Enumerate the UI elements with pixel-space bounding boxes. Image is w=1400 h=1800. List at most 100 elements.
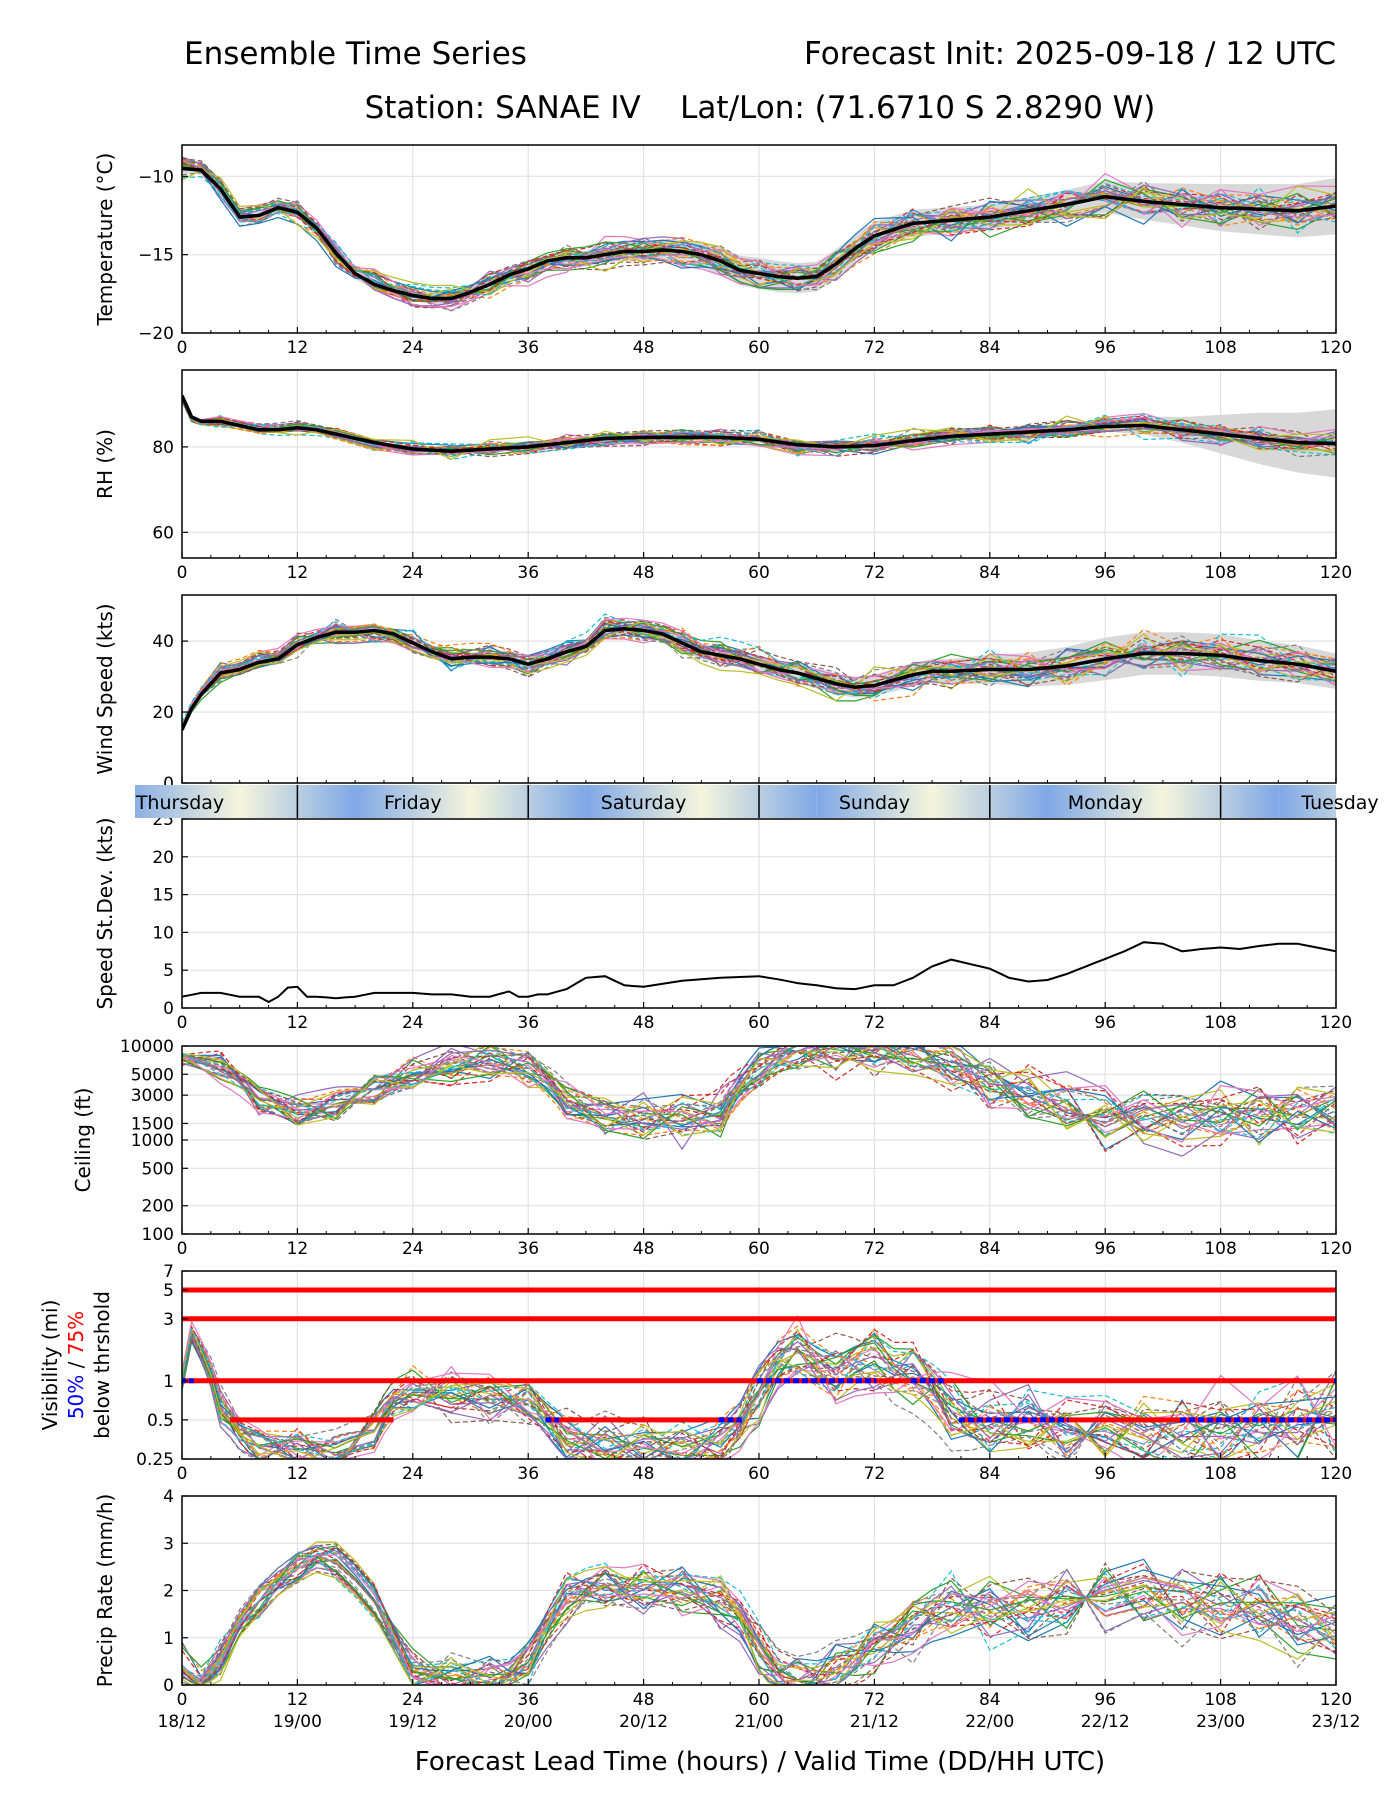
wind-axis-label: Wind Speed (kts) <box>93 603 117 774</box>
x-tick-label: 36 <box>517 1013 539 1033</box>
precip-member-line <box>182 1551 1336 1685</box>
y-tick-label: 0.5 <box>147 1411 174 1431</box>
y-tick-label: 200 <box>142 1197 174 1217</box>
x-tick-label: 12 <box>287 338 309 358</box>
p50-label: 50% <box>64 1375 88 1419</box>
day-label: Sunday <box>839 792 910 814</box>
visibility-member-line <box>182 1327 1336 1459</box>
wind-mean-line <box>182 626 1336 731</box>
threshold-percent-label: 50% / 75% <box>64 1311 88 1419</box>
day-label: Friday <box>384 792 442 814</box>
precip-axis-label: Precip Rate (mm/h) <box>93 1494 117 1688</box>
y-tick-label: 80 <box>152 438 174 458</box>
x-tick-label: 96 <box>1094 1013 1116 1033</box>
x-tick-label: 120 <box>1320 338 1352 358</box>
panel-rh: 0 12 24 36 48 60 72 84 96 108 120 60 80 RH (%) <box>93 369 1352 583</box>
ceiling-member-line <box>182 1046 1336 1128</box>
temperature-plot-area <box>182 156 1336 312</box>
y-tick-label: 40 <box>152 632 174 652</box>
x-tick-label: 108 <box>1204 338 1236 358</box>
visibility-member-line <box>182 1314 1336 1459</box>
wind-member-line <box>182 620 1336 727</box>
x-tick-label: 96 <box>1094 1690 1116 1710</box>
ceiling-plot-area <box>182 1046 1336 1157</box>
x-tick-label: 84 <box>979 1690 1001 1710</box>
ceiling-axis-label: Ceiling (ft) <box>71 1088 95 1193</box>
x-tick-label: 48 <box>633 1013 655 1033</box>
x-tick-label: 24 <box>402 338 424 358</box>
temperature-mean-line <box>182 166 1336 301</box>
y-tick-label: 15 <box>152 886 174 906</box>
x-tick-label: 36 <box>517 1239 539 1259</box>
x-tick-label: 96 <box>1094 338 1116 358</box>
panel-ceiling: 0 12 24 36 48 60 72 84 96 108 120 100 200 500 10001500… <box>71 1037 1352 1259</box>
x-tick-label: 36 <box>517 1464 539 1484</box>
x-tick-label: 12 <box>287 1239 309 1259</box>
x-tick-label: 0 <box>177 1013 188 1033</box>
x-tick-label: 48 <box>633 1239 655 1259</box>
rh-member-line <box>182 396 1336 455</box>
x-tick-label: 24 <box>402 1464 424 1484</box>
x-tick-label: 96 <box>1094 563 1116 583</box>
y-tick-label: 20 <box>152 848 174 868</box>
x-tick-label: 108 <box>1204 1690 1236 1710</box>
ceiling-member-line <box>182 1046 1336 1141</box>
x-tick-label: 96 <box>1094 1239 1116 1259</box>
x-tick-label: 120 <box>1320 1690 1352 1710</box>
x-tick-label: 60 <box>748 1013 770 1033</box>
day-band-mask <box>1336 785 1400 818</box>
x-tick-label: 60 <box>748 338 770 358</box>
y-tick-label: 0 <box>163 774 174 794</box>
y-tick-label: 3 <box>163 1310 174 1330</box>
y-tick-label: 2 <box>163 1582 174 1602</box>
x-tick-label: 96 <box>1094 1464 1116 1484</box>
y-tick-label: 3000 <box>131 1086 174 1106</box>
temperature-member-line <box>182 176 1336 296</box>
x-tick-label: 72 <box>864 1239 886 1259</box>
y-tick-label: 10 <box>152 923 174 943</box>
x-tick-label: 72 <box>864 1690 886 1710</box>
x-tick-label: 72 <box>864 338 886 358</box>
y-tick-label: 1 <box>163 1372 174 1392</box>
ceiling-member-line <box>182 1046 1336 1138</box>
day-band-segment <box>816 785 1048 818</box>
day-band-segment <box>1047 785 1279 818</box>
wind-member-line <box>182 617 1336 725</box>
x-axis-label: Forecast Lead Time (hours) / Valid Time … <box>415 1747 1105 1777</box>
day-band: Thursday Friday Saturday Sunday Monday Tuesda… <box>0 785 1400 818</box>
visibility-member-line <box>182 1332 1336 1459</box>
x-tick-label: 60 <box>748 563 770 583</box>
precip-member-line <box>182 1569 1336 1685</box>
valid-time-label: 20/00 <box>504 1712 553 1732</box>
day-band-segment <box>355 785 586 818</box>
wind-plot-area <box>182 613 1336 734</box>
precip-member-line <box>182 1546 1336 1685</box>
label-separator: / <box>64 1355 88 1374</box>
x-tick-label: 48 <box>633 1464 655 1484</box>
ceiling-member-line <box>182 1046 1336 1143</box>
y-tick-label: 0 <box>163 1676 174 1696</box>
x-tick-label: 84 <box>979 563 1001 583</box>
valid-time-label: 19/00 <box>273 1712 322 1732</box>
valid-time-label: 22/00 <box>965 1712 1014 1732</box>
visibility-member-line <box>182 1324 1336 1459</box>
precip-member-line <box>182 1554 1336 1685</box>
x-tick-label: 120 <box>1320 1013 1352 1033</box>
x-tick-label: 48 <box>633 338 655 358</box>
x-tick-label: 108 <box>1204 1013 1236 1033</box>
x-tick-label: 36 <box>517 338 539 358</box>
stdev-plot-area <box>182 941 1336 1004</box>
x-tick-label: 108 <box>1204 1464 1236 1484</box>
x-tick-label: 60 <box>748 1690 770 1710</box>
x-tick-label: 24 <box>402 1239 424 1259</box>
p75-label: 75% <box>64 1311 88 1355</box>
y-tick-label: 60 <box>152 523 174 543</box>
y-tick-label: −15 <box>138 246 174 266</box>
x-tick-label: 36 <box>517 563 539 583</box>
day-label: Monday <box>1068 792 1143 814</box>
x-tick-label: 24 <box>402 1013 424 1033</box>
y-tick-label: 0 <box>163 999 174 1019</box>
wind-member-line <box>182 620 1336 725</box>
rh-mean-line <box>182 394 1336 453</box>
